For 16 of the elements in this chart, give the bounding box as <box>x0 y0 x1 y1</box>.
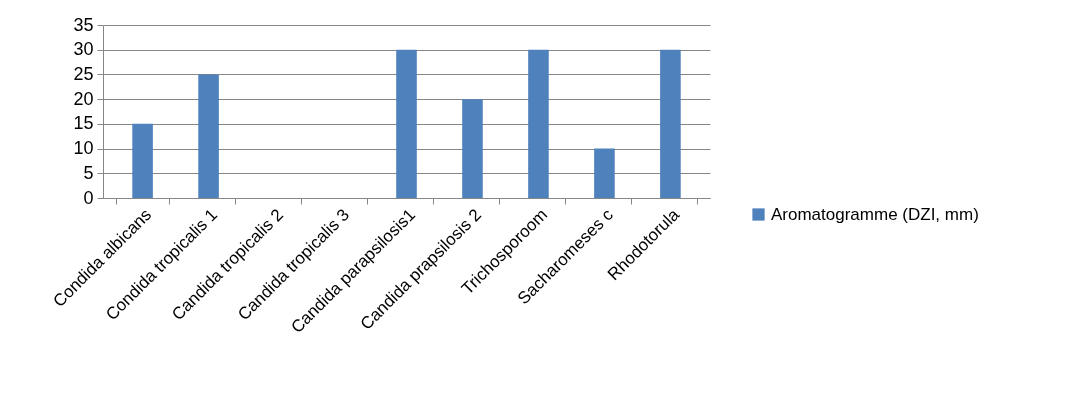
y-tick-label: 35 <box>73 14 94 35</box>
bar <box>594 148 615 198</box>
y-tick-label: 20 <box>73 88 94 109</box>
y-tick-label: 10 <box>73 138 94 159</box>
bar <box>396 49 417 198</box>
bar <box>462 99 483 198</box>
y-tick-label: 0 <box>83 187 94 208</box>
y-tick-label: 25 <box>73 63 94 84</box>
y-tick-label: 30 <box>73 39 94 60</box>
bar <box>198 74 219 198</box>
bar <box>528 49 549 198</box>
y-tick-label: 15 <box>73 113 94 134</box>
legend-label: Aromatogramme (DZI, mm) <box>771 204 979 224</box>
bar <box>132 123 153 198</box>
y-tick-label: 5 <box>83 162 94 183</box>
bar <box>660 49 681 198</box>
